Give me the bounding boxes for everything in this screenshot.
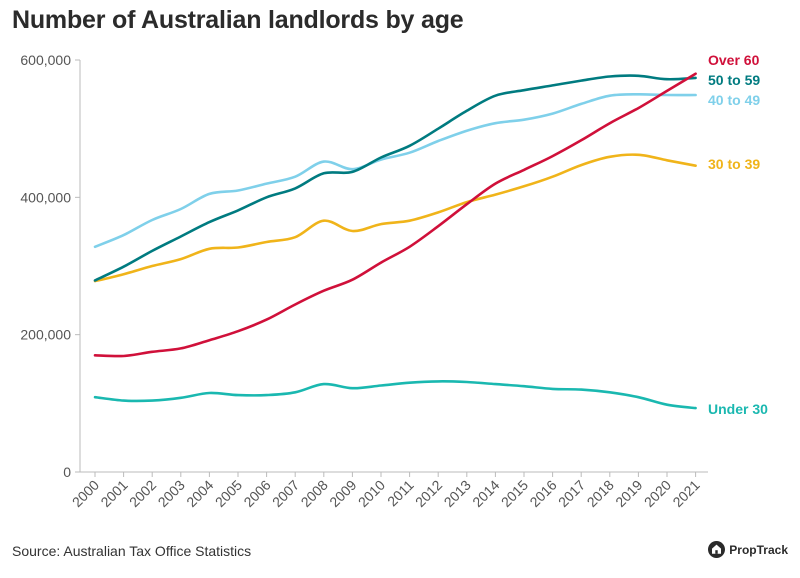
x-tick-label: 2020 [641,477,674,510]
series-label-40-to-49: 40 to 49 [708,92,760,108]
x-tick-label: 2004 [183,477,216,510]
x-tick-label: 2005 [212,477,245,510]
x-tick-label: 2006 [240,477,273,510]
y-tick-label: 0 [63,464,71,480]
x-tick-label: 2003 [155,477,188,510]
series-label-30-to-39: 30 to 39 [708,156,760,172]
x-tick-label: 2011 [384,477,417,510]
series-line-over-60 [93,72,697,358]
x-tick-label: 2008 [298,477,331,510]
x-tick-label: 2019 [612,477,645,510]
x-tick-label: 2002 [126,477,159,510]
series-line-30-to-39 [93,153,697,283]
y-tick-label: 200,000 [20,327,71,343]
x-tick-label: 2007 [269,477,302,510]
x-tick-label: 2009 [326,477,359,510]
series-label-50-to-59: 50 to 59 [708,72,760,88]
series-label-over-60: Over 60 [708,52,760,68]
chart-title: Number of Australian landlords by age [12,6,464,34]
x-tick-label: 2014 [469,477,502,510]
x-tick-label: 2017 [555,477,588,510]
series-line-50-to-59 [93,74,697,282]
series-line-under-30 [93,380,697,410]
x-tick-label: 2001 [97,477,130,510]
x-tick-label: 2021 [669,477,702,510]
proptrack-logo: PropTrack [708,541,788,558]
x-tick-label: 2018 [584,477,617,510]
y-tick-label: 600,000 [20,52,71,68]
x-tick-label: 2013 [441,477,474,510]
y-tick-label: 400,000 [20,189,71,205]
source-note: Source: Australian Tax Office Statistics [12,543,252,559]
x-tick-label: 2000 [69,477,102,510]
x-tick-label: 2015 [498,477,531,510]
house-logo-icon [708,541,726,558]
x-tick-label: 2016 [526,477,559,510]
series-label-under-30: Under 30 [708,401,768,417]
brand-name: PropTrack [729,542,788,557]
series-line-40-to-49 [93,92,697,249]
x-tick-label: 2010 [355,477,388,510]
x-tick-label: 2012 [412,477,445,510]
